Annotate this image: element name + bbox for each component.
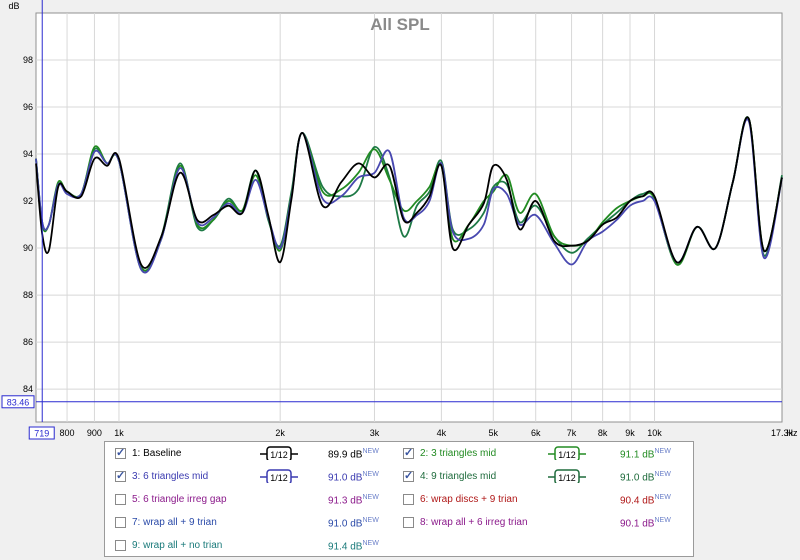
- smoothing-indicator[interactable]: 1/12: [260, 446, 298, 460]
- y-tick-label: 88: [23, 290, 33, 300]
- legend-value-text: 91.0 dB: [620, 472, 655, 484]
- smoothing-indicator[interactable]: 1/12: [260, 469, 298, 483]
- legend-value-text: 91.0 dB: [328, 472, 363, 484]
- y-tick-label: 90: [23, 243, 33, 253]
- cursor-x-readout: 719: [34, 429, 49, 439]
- legend-item: 9: wrap all + no trian 91.4 dBNEW: [105, 537, 693, 555]
- legend-value-text: 91.0 dB: [328, 518, 363, 530]
- legend-value: 91.1 dBNEW: [620, 448, 671, 460]
- legend-label: 5: 6 triangle irreg gap: [132, 494, 227, 505]
- smoothing-label: 1/12: [270, 450, 288, 460]
- legend-checkbox[interactable]: [115, 540, 126, 551]
- x-tick-label: 17.3k: [771, 428, 794, 438]
- chart-title: All SPL: [370, 15, 430, 34]
- legend-label: 9: wrap all + no trian: [132, 540, 223, 551]
- legend-value-text: 90.1 dB: [620, 518, 655, 530]
- new-tag: NEW: [362, 448, 379, 455]
- y-tick-label: 84: [23, 384, 33, 394]
- legend-value: 90.1 dBNEW: [620, 517, 671, 529]
- legend-checkbox[interactable]: [403, 446, 414, 459]
- y-tick-label: 94: [23, 149, 33, 159]
- x-tick-label: 3k: [370, 428, 380, 438]
- legend-item: 7: wrap all + 9 trian 91.0 dBNEW: [105, 514, 693, 532]
- legend-value-text: 89.9 dB: [328, 449, 363, 461]
- cursor-x-readout-box: [28, 426, 55, 440]
- legend-value-text: 91.4 dB: [328, 541, 363, 553]
- legend-checkbox[interactable]: [403, 494, 414, 505]
- x-tick-label: 900: [87, 428, 102, 438]
- legend-item: 5: 6 triangle irreg gap 91.3 dBNEW: [105, 491, 693, 509]
- legend-label: 3: 6 triangles mid: [132, 471, 209, 482]
- new-tag: NEW: [362, 540, 379, 547]
- series-line-3: [35, 118, 783, 274]
- legend-value: 91.3 dBNEW: [328, 494, 379, 506]
- legend-value: 90.4 dBNEW: [620, 494, 671, 506]
- legend-item: 8: wrap all + 6 irreg trian 90.1 dBNEW: [105, 514, 693, 532]
- smoothing-label: 1/12: [270, 473, 288, 483]
- x-tick-label: 10k: [647, 428, 662, 438]
- legend-label: 7: wrap all + 9 trian: [132, 517, 217, 528]
- legend-checkbox[interactable]: [115, 469, 126, 482]
- new-tag: NEW: [654, 471, 671, 478]
- plot-area[interactable]: [35, 12, 783, 423]
- x-tick-label: 6k: [531, 428, 541, 438]
- legend-label: 6: wrap discs + 9 trian: [420, 494, 518, 505]
- y-tick-label: 98: [23, 55, 33, 65]
- series-line-1: [35, 116, 783, 269]
- legend-value: 91.0 dBNEW: [328, 517, 379, 529]
- cursor-y-readout: 83.46: [7, 397, 30, 407]
- y-tick-label: 86: [23, 337, 33, 347]
- x-tick-label: 2k: [275, 428, 285, 438]
- legend-value-text: 90.4 dB: [620, 495, 655, 507]
- new-tag: NEW: [362, 494, 379, 501]
- legend-label: 8: wrap all + 6 irreg trian: [420, 517, 528, 528]
- legend-label: 2: 3 triangles mid: [420, 448, 497, 459]
- y-axis-label: dB: [8, 1, 19, 11]
- legend-checkbox[interactable]: [115, 446, 126, 459]
- legend-value: 91.0 dBNEW: [328, 471, 379, 483]
- legend-label: 1: Baseline: [132, 448, 182, 459]
- legend-checkbox[interactable]: [403, 469, 414, 482]
- x-tick-label: 800: [60, 428, 75, 438]
- smoothing-label: 1/12: [558, 473, 576, 483]
- legend-value: 89.9 dBNEW: [328, 448, 379, 460]
- legend-checkbox[interactable]: [403, 517, 414, 528]
- smoothing-indicator[interactable]: 1/12: [548, 446, 586, 460]
- cursor-y-readout-box: [1, 395, 35, 409]
- x-tick-label: 7k: [567, 428, 577, 438]
- legend-value-text: 91.3 dB: [328, 495, 363, 507]
- y-tick-label: 96: [23, 102, 33, 112]
- legend-item: 6: wrap discs + 9 trian 90.4 dBNEW: [105, 491, 693, 509]
- legend-label: 4: 9 triangles mid: [420, 471, 497, 482]
- x-tick-label: 5k: [489, 428, 499, 438]
- legend-value-text: 91.1 dB: [620, 449, 655, 461]
- x-tick-label: 9k: [625, 428, 635, 438]
- new-tag: NEW: [362, 517, 379, 524]
- smoothing-indicator[interactable]: 1/12: [548, 469, 586, 483]
- x-axis-unit-label: Hz: [787, 428, 798, 438]
- legend-checkbox[interactable]: [115, 494, 126, 505]
- legend-value: 91.4 dBNEW: [328, 540, 379, 552]
- new-tag: NEW: [362, 471, 379, 478]
- y-tick-label: 92: [23, 196, 33, 206]
- new-tag: NEW: [654, 448, 671, 455]
- new-tag: NEW: [654, 494, 671, 501]
- legend-value: 91.0 dBNEW: [620, 471, 671, 483]
- smoothing-label: 1/12: [558, 450, 576, 460]
- new-tag: NEW: [654, 517, 671, 524]
- x-tick-label: 4k: [437, 428, 447, 438]
- legend-checkbox[interactable]: [115, 517, 126, 528]
- x-tick-label: 8k: [598, 428, 608, 438]
- x-tick-label: 1k: [114, 428, 124, 438]
- spl-chart[interactable]: All SPL dB Hz 84 86 88 90 92 94 96 98 800 900 1k 2k…: [0, 0, 800, 440]
